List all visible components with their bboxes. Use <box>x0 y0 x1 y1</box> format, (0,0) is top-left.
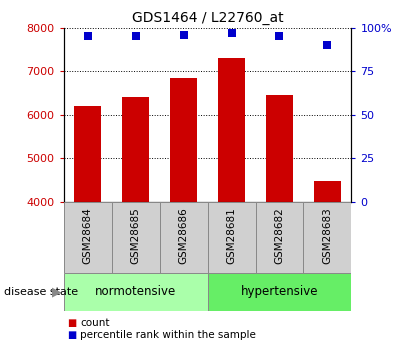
Text: ■: ■ <box>67 318 76 327</box>
Point <box>228 30 235 36</box>
Bar <box>112 202 159 273</box>
Text: GSM28682: GSM28682 <box>275 207 284 264</box>
Text: percentile rank within the sample: percentile rank within the sample <box>80 330 256 339</box>
Point <box>132 33 139 39</box>
Text: GSM28684: GSM28684 <box>83 207 92 264</box>
Text: ▶: ▶ <box>52 285 62 298</box>
Text: count: count <box>80 318 110 327</box>
Text: GSM28685: GSM28685 <box>131 207 141 264</box>
Text: hypertensive: hypertensive <box>241 285 318 298</box>
Bar <box>266 95 293 202</box>
Point <box>324 42 331 48</box>
Bar <box>218 58 245 202</box>
Point <box>276 33 283 39</box>
Bar <box>74 106 101 202</box>
Bar <box>208 202 256 273</box>
Bar <box>64 273 208 310</box>
Bar <box>303 202 351 273</box>
Text: GSM28686: GSM28686 <box>179 207 189 264</box>
Text: GSM28683: GSM28683 <box>323 207 332 264</box>
Bar <box>171 78 197 202</box>
Text: GSM28681: GSM28681 <box>226 207 236 264</box>
Bar <box>256 202 303 273</box>
Bar <box>159 202 208 273</box>
Bar <box>64 202 112 273</box>
Bar <box>122 97 149 202</box>
Bar <box>208 273 351 310</box>
Title: GDS1464 / L22760_at: GDS1464 / L22760_at <box>132 11 283 25</box>
Text: normotensive: normotensive <box>95 285 176 298</box>
Bar <box>314 181 341 202</box>
Text: ■: ■ <box>67 330 76 339</box>
Point <box>180 32 187 37</box>
Text: disease state: disease state <box>4 287 78 296</box>
Point <box>84 33 91 39</box>
